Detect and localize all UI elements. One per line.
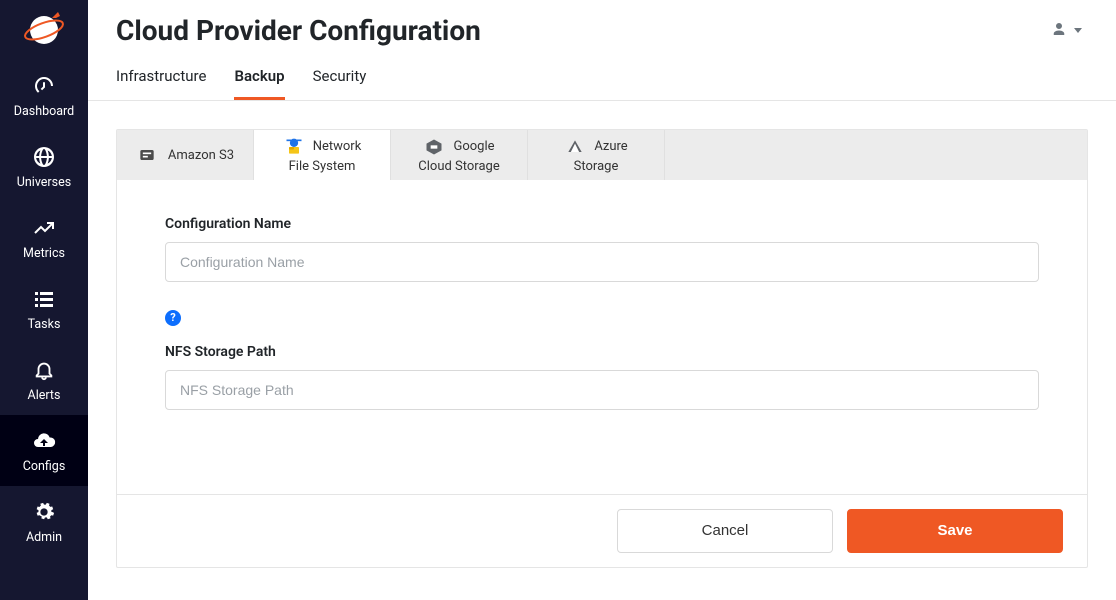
sidebar-item-label: Dashboard (14, 104, 74, 119)
logo[interactable] (0, 0, 88, 60)
sidebar-item-universes[interactable]: Universes (0, 131, 88, 202)
provider-tab-label-line2: File System (289, 159, 356, 174)
list-icon (32, 287, 56, 311)
sidebar-item-label: Universes (17, 175, 71, 190)
panel-body: Configuration Name ? NFS Storage Path (117, 180, 1087, 494)
sidebar-item-configs[interactable]: Configs (0, 415, 88, 486)
provider-tab-label-line1: Azure (594, 139, 627, 154)
panel-footer: Cancel Save (117, 494, 1087, 567)
nfs-path-label: NFS Storage Path (165, 344, 1039, 360)
globe-icon (32, 145, 56, 169)
main-column: Cloud Provider Configuration Infrastruct… (88, 0, 1116, 600)
tab-security[interactable]: Security (313, 67, 367, 100)
gcs-icon (423, 137, 445, 157)
sidebar-item-admin[interactable]: Admin (0, 486, 88, 557)
tab-infrastructure[interactable]: Infrastructure (116, 67, 206, 100)
top-tabs: Infrastructure Backup Security (88, 47, 1116, 101)
sidebar-item-metrics[interactable]: Metrics (0, 202, 88, 273)
provider-tab-label-line1: Network (313, 139, 362, 154)
provider-tab-label-line2: Cloud Storage (418, 159, 499, 174)
sidebar-item-alerts[interactable]: Alerts (0, 344, 88, 415)
config-name-label: Configuration Name (165, 216, 1039, 232)
config-panel: Amazon S3 Network File System (116, 129, 1088, 568)
cancel-button[interactable]: Cancel (617, 509, 833, 553)
sidebar-item-label: Metrics (23, 246, 65, 261)
cloud-upload-icon (32, 429, 56, 453)
config-name-input[interactable] (165, 242, 1039, 282)
provider-tab-amazon-s3[interactable]: Amazon S3 (117, 130, 254, 180)
planet-logo-icon (22, 8, 66, 52)
aws-icon (136, 145, 158, 165)
provider-tabs: Amazon S3 Network File System (117, 130, 1087, 180)
save-button[interactable]: Save (847, 509, 1063, 553)
provider-tab-gcs[interactable]: Google Cloud Storage (391, 130, 528, 180)
chart-line-icon (32, 216, 56, 240)
gear-icon (32, 500, 56, 524)
user-icon (1050, 20, 1068, 42)
page-header: Cloud Provider Configuration (88, 0, 1116, 47)
sidebar: Dashboard Universes Metrics Tasks Alerts (0, 0, 88, 600)
sidebar-item-dashboard[interactable]: Dashboard (0, 60, 88, 131)
page-title: Cloud Provider Configuration (116, 14, 481, 47)
help-icon[interactable]: ? (165, 310, 181, 326)
tab-backup[interactable]: Backup (234, 67, 284, 100)
field-config-name: Configuration Name (165, 216, 1039, 282)
content-wrap: Amazon S3 Network File System (88, 101, 1116, 600)
sidebar-item-tasks[interactable]: Tasks (0, 273, 88, 344)
sidebar-item-label: Configs (23, 459, 66, 474)
provider-tab-azure[interactable]: Azure Storage (528, 130, 665, 180)
bell-icon (32, 358, 56, 382)
nfs-path-input[interactable] (165, 370, 1039, 410)
azure-icon (564, 137, 586, 157)
provider-tab-label: Amazon S3 (168, 148, 234, 163)
sidebar-item-label: Tasks (28, 317, 61, 332)
caret-down-icon (1074, 28, 1082, 33)
user-menu[interactable] (1044, 16, 1088, 46)
sidebar-item-label: Alerts (28, 388, 61, 403)
provider-tab-label-line1: Google (453, 139, 494, 154)
nfs-icon (283, 137, 305, 157)
provider-tab-nfs[interactable]: Network File System (254, 130, 391, 180)
gauge-icon (32, 74, 56, 98)
sidebar-item-label: Admin (26, 530, 62, 545)
provider-tab-label-line2: Storage (574, 159, 619, 174)
field-nfs-path: NFS Storage Path (165, 344, 1039, 410)
